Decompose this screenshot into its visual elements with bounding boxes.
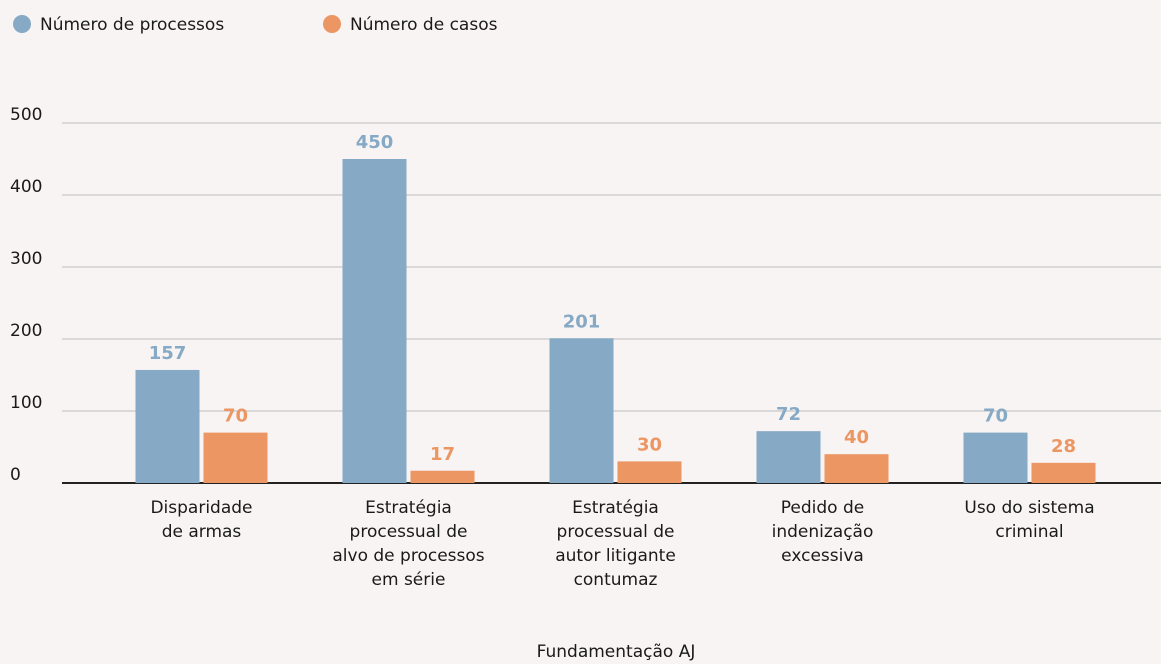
bar bbox=[549, 338, 614, 483]
y-tick-label: 500 bbox=[10, 105, 42, 125]
x-tick-label: autor litigante bbox=[555, 546, 676, 566]
y-tick-label: 100 bbox=[10, 393, 42, 413]
y-tick-label: 400 bbox=[10, 177, 42, 197]
data-label: 157 bbox=[149, 343, 187, 364]
y-tick-label: 200 bbox=[10, 321, 42, 341]
legend-label: Número de casos bbox=[350, 15, 498, 35]
x-tick-label: criminal bbox=[995, 522, 1063, 542]
y-tick-label: 300 bbox=[10, 249, 42, 269]
x-tick-label: Pedido de bbox=[781, 498, 864, 518]
bar bbox=[756, 431, 821, 483]
bar bbox=[342, 159, 407, 483]
data-label: 17 bbox=[430, 444, 455, 465]
x-tick-label: contumaz bbox=[574, 570, 658, 590]
x-tick-label: Uso do sistema bbox=[964, 498, 1094, 518]
legend-swatch bbox=[13, 15, 31, 33]
bar bbox=[1031, 462, 1096, 483]
data-label: 70 bbox=[223, 406, 248, 427]
data-label: 40 bbox=[844, 427, 869, 448]
x-tick-label: excessiva bbox=[781, 546, 864, 566]
data-label: 72 bbox=[776, 404, 801, 425]
data-label: 28 bbox=[1051, 436, 1076, 457]
x-axis-title: Fundamentação AJ bbox=[537, 642, 696, 662]
legend-swatch bbox=[323, 15, 341, 33]
bar bbox=[203, 432, 268, 483]
bar bbox=[963, 432, 1028, 483]
bar bbox=[410, 470, 475, 483]
x-tick-label: Disparidade bbox=[150, 498, 252, 518]
y-tick-label: 0 bbox=[10, 465, 21, 485]
legend-label: Número de processos bbox=[40, 15, 224, 35]
x-tick-label: Estratégia bbox=[365, 498, 452, 518]
bar bbox=[824, 454, 889, 483]
x-tick-label: em série bbox=[372, 570, 446, 590]
bar bbox=[617, 461, 682, 483]
x-tick-label: alvo de processos bbox=[332, 546, 484, 566]
x-tick-label: Estratégia bbox=[572, 498, 659, 518]
data-label: 201 bbox=[563, 311, 601, 332]
bar bbox=[135, 369, 200, 483]
data-label: 70 bbox=[983, 406, 1008, 427]
data-label: 450 bbox=[356, 132, 394, 153]
x-tick-label: indenização bbox=[772, 522, 874, 542]
x-tick-label: processual de bbox=[350, 522, 468, 542]
data-label: 30 bbox=[637, 434, 662, 455]
x-tick-label: de armas bbox=[162, 522, 242, 542]
x-tick-label: processual de bbox=[557, 522, 675, 542]
